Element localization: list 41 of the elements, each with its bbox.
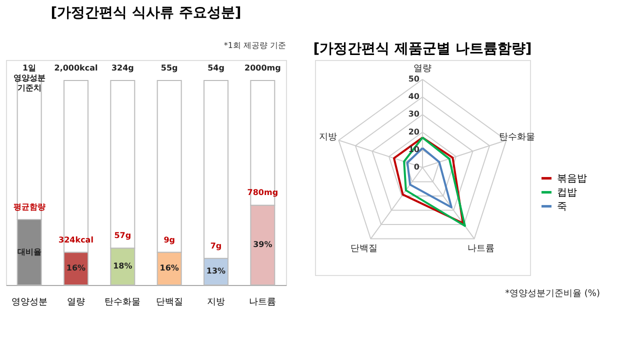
y-tick-label: 30 <box>408 110 420 119</box>
x-tick-label: 나트륨 <box>249 298 276 308</box>
spoke-label: 단백질 <box>350 244 378 254</box>
x-tick-label: 탄수화물 <box>104 298 141 308</box>
chart-title: [가정간편식 제품군별 나트륨함량] <box>313 41 532 57</box>
annotation: 2,000kcal <box>54 63 98 72</box>
x-tick-label: 단백질 <box>156 298 183 308</box>
data-label: 16% <box>66 264 86 273</box>
spoke-label: 열량 <box>414 64 432 74</box>
x-tick-label: 열량 <box>67 298 85 308</box>
annotation: 9g <box>164 235 176 244</box>
annotation: 평균함량 <box>13 202 46 212</box>
spoke-label: 탄수화물 <box>499 132 536 143</box>
annotation: 57g <box>114 231 132 240</box>
legend-label: 볶음밥 <box>557 173 587 184</box>
annotation: 54g <box>208 63 225 72</box>
text: *영양성분기준비율 (%) <box>505 289 600 299</box>
x-tick-label: 지방 <box>207 298 225 308</box>
data-label: 18% <box>113 262 132 271</box>
chart-title: [가정간편식 식사류 주요성분] <box>50 5 242 21</box>
annotation: 2000mg <box>244 63 282 72</box>
annotation: 55g <box>160 63 178 72</box>
annotation: 1일 영양성분 기준치 <box>13 63 46 92</box>
y-tick-label: 20 <box>408 127 420 136</box>
data-label: 39% <box>253 240 272 250</box>
data-label: 대비율 <box>17 247 42 256</box>
annotation: 780mg <box>247 188 278 198</box>
annotation: 7g <box>210 241 222 250</box>
legend-label: 컵밥 <box>557 187 577 198</box>
spoke-label: 나트륨 <box>468 244 495 254</box>
annotation: 324kcal <box>58 235 94 244</box>
x-tick-label: 영양성분 <box>11 298 48 308</box>
y-tick-label: 0 <box>414 162 420 172</box>
spoke-label: 지방 <box>318 132 337 143</box>
y-tick-label: 40 <box>408 92 420 102</box>
text: *1회 제공량 기준 <box>224 41 286 50</box>
legend-label: 죽 <box>557 201 567 212</box>
annotation: 324g <box>111 63 134 72</box>
y-tick-label: 50 <box>408 74 420 84</box>
data-label: 13% <box>206 266 226 276</box>
data-label: 16% <box>160 264 179 273</box>
